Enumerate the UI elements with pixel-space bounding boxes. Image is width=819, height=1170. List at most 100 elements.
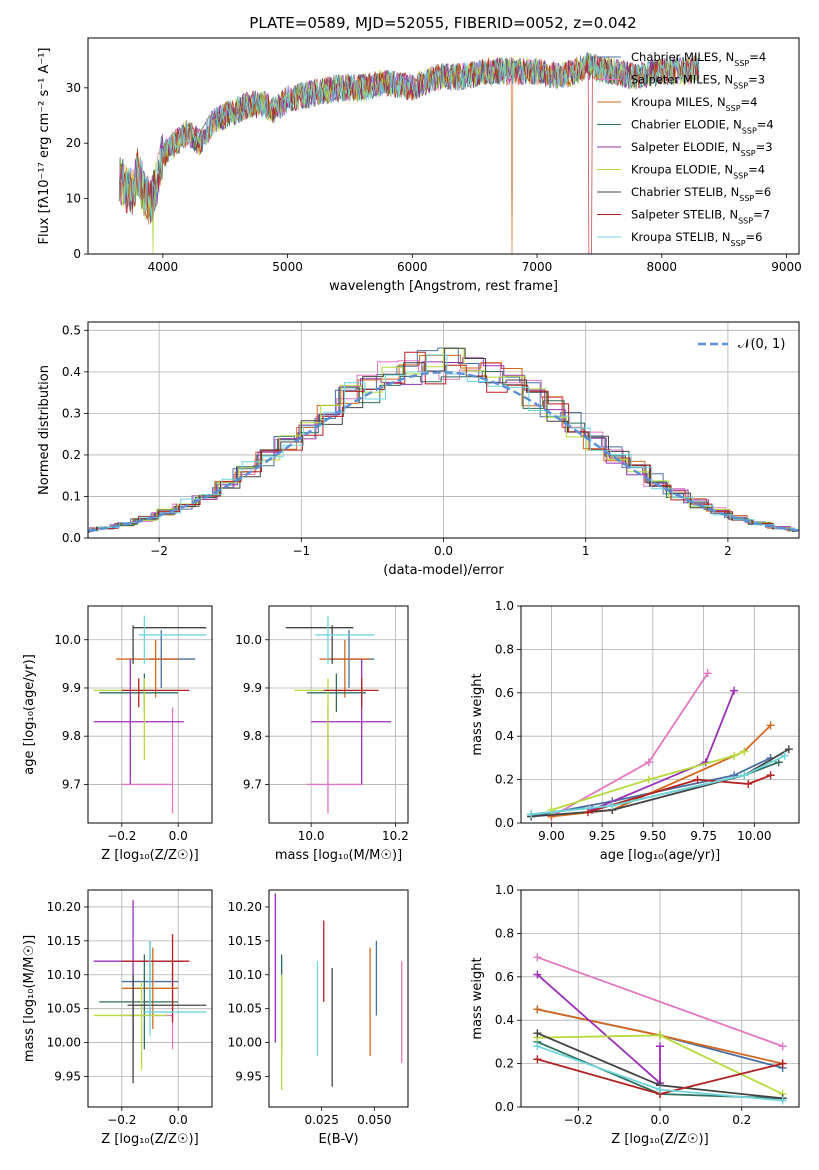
x-tick-label: 9.00	[538, 829, 565, 843]
x-axis-label: age [log₁₀(age/yr)]	[600, 848, 721, 863]
axes-frame	[87, 889, 213, 1108]
weight-marker	[533, 1042, 542, 1051]
x-axis-label: Z [log₁₀(Z/Z☉)]	[101, 848, 198, 863]
y-tick-label: 0.4	[495, 729, 514, 743]
plot-area	[88, 347, 799, 533]
weight-marker	[693, 775, 702, 784]
panel-age-vs-Z: −0.2 0.0 9.7 9.8 9.9 10.0 Z [log₁₀(Z/Z☉)] age […	[22, 605, 213, 863]
legend-sub: SSP	[726, 104, 741, 113]
legend-entry: 𝒩(0, 1)	[738, 337, 785, 352]
legend-value: =3	[748, 73, 765, 87]
histogram-step	[88, 357, 799, 532]
legend-value: =4	[757, 118, 774, 132]
weight-line	[536, 973, 661, 1086]
weight-marker	[583, 808, 592, 817]
weight-marker	[730, 686, 739, 695]
x-tick-label: 7000	[522, 260, 553, 274]
axes-frame	[520, 605, 800, 824]
x-tick-label: 10.2	[382, 829, 409, 843]
x-axis-label: wavelength [Angstrom, rest frame]	[329, 279, 558, 294]
y-axis-label: mass [log₁₀(M/M☉)]	[22, 935, 37, 1062]
y-tick-label: 0.0	[62, 531, 81, 545]
x-tick-label: 0.0	[169, 1113, 188, 1127]
y-axis-label: Normed distribution	[37, 365, 52, 495]
weight-line	[530, 757, 771, 818]
plot-area	[93, 900, 207, 1084]
histogram-step	[88, 351, 799, 532]
legend: Chabrier MILES, NSSP=4 Salpeter MILES, NS…	[597, 50, 774, 248]
legend-sub: SSP	[733, 81, 748, 90]
legend-sub: SSP	[733, 171, 748, 180]
axes-frame	[87, 321, 800, 539]
x-tick-label: 0.0	[434, 544, 453, 558]
weight-marker	[766, 771, 775, 780]
plot-area	[118, 51, 700, 254]
normal-curve	[88, 371, 799, 532]
y-tick-label: 0.8	[495, 642, 514, 656]
y-tick-label: 0.2	[495, 1057, 514, 1071]
weight-marker	[656, 1085, 664, 1094]
y-tick-label: 0.2	[62, 448, 81, 462]
weight-marker	[644, 758, 653, 767]
legend-entry: Kroupa MILES, NSSP=4	[631, 95, 757, 113]
weight-marker	[778, 1096, 787, 1105]
x-tick-label: 6000	[397, 260, 428, 274]
x-tick-label: 2	[724, 544, 732, 558]
y-tick-label: 0.1	[62, 489, 81, 503]
y-tick-label: 10.10	[228, 968, 262, 982]
weight-line	[537, 956, 783, 1048]
y-tick-label: 0.6	[495, 970, 514, 984]
x-axis-label: E(B-V)	[318, 1132, 358, 1147]
x-tick-label: 0.0	[650, 1113, 669, 1127]
weight-line	[551, 750, 745, 811]
weight-marker	[527, 810, 536, 819]
weight-line	[591, 690, 735, 811]
x-tick-label: 5000	[272, 260, 303, 274]
weight-marker	[766, 721, 775, 730]
y-tick-label: 0.0	[495, 1100, 514, 1114]
y-tick-label: 10	[66, 192, 81, 206]
x-tick-label: 10.00	[737, 829, 771, 843]
axes-frame	[87, 37, 800, 255]
y-tick-label: 10.15	[228, 934, 262, 948]
plot-area	[93, 615, 207, 814]
weight-marker	[533, 1029, 542, 1038]
y-tick-label: 10.0	[54, 633, 81, 647]
y-tick-label: 20	[66, 136, 81, 150]
weight-marker	[703, 669, 712, 678]
y-tick-label: 0.6	[495, 686, 514, 700]
weight-marker	[656, 1031, 664, 1040]
y-tick-label: 9.8	[243, 729, 262, 743]
y-tick-label: 0.8	[495, 926, 514, 940]
axes-frame	[87, 605, 213, 824]
x-tick-label: 4000	[148, 260, 179, 274]
histogram-step	[88, 354, 799, 532]
plot-area	[285, 615, 392, 814]
panel-weight-vs-age: 9.00 9.25 9.50 9.75 10.00 0.0 0.2 0.4 0.6 0.8 1.0 a…	[470, 599, 800, 863]
weight-marker	[744, 779, 753, 788]
plot-area	[274, 893, 403, 1091]
y-tick-label: 0.2	[495, 773, 514, 787]
panel-mass-vs-EBV: 0.025 0.050 9.95 10.00 10.05 10.10 10.15 10.20 E…	[228, 889, 409, 1147]
x-tick-label: 9.50	[640, 829, 667, 843]
x-tick-label: −2	[150, 544, 168, 558]
legend-entry: Salpeter MILES, NSSP=3	[631, 73, 765, 91]
weight-line	[531, 754, 786, 816]
x-axis-label: Z [log₁₀(Z/Z☉)]	[611, 1132, 708, 1147]
y-tick-label: 0.3	[62, 406, 81, 420]
weight-line	[531, 748, 790, 818]
y-tick-label: 9.8	[62, 729, 81, 743]
weight-marker	[533, 970, 542, 979]
histogram-step	[88, 347, 799, 532]
legend-value: =6	[746, 230, 763, 244]
legend-sub: SSP	[739, 194, 754, 203]
axes-frame	[520, 889, 800, 1108]
y-tick-label: 1.0	[495, 883, 514, 897]
x-tick-label: 1	[582, 544, 590, 558]
x-tick-label: 9000	[771, 260, 802, 274]
legend-entry: Salpeter ELODIE, NSSP=3	[631, 140, 773, 158]
weight-marker	[533, 1005, 542, 1014]
y-axis-label: mass weight	[470, 673, 485, 755]
legend-entry: Kroupa STELIB, NSSP=6	[631, 230, 762, 248]
axes-frame	[268, 889, 409, 1108]
